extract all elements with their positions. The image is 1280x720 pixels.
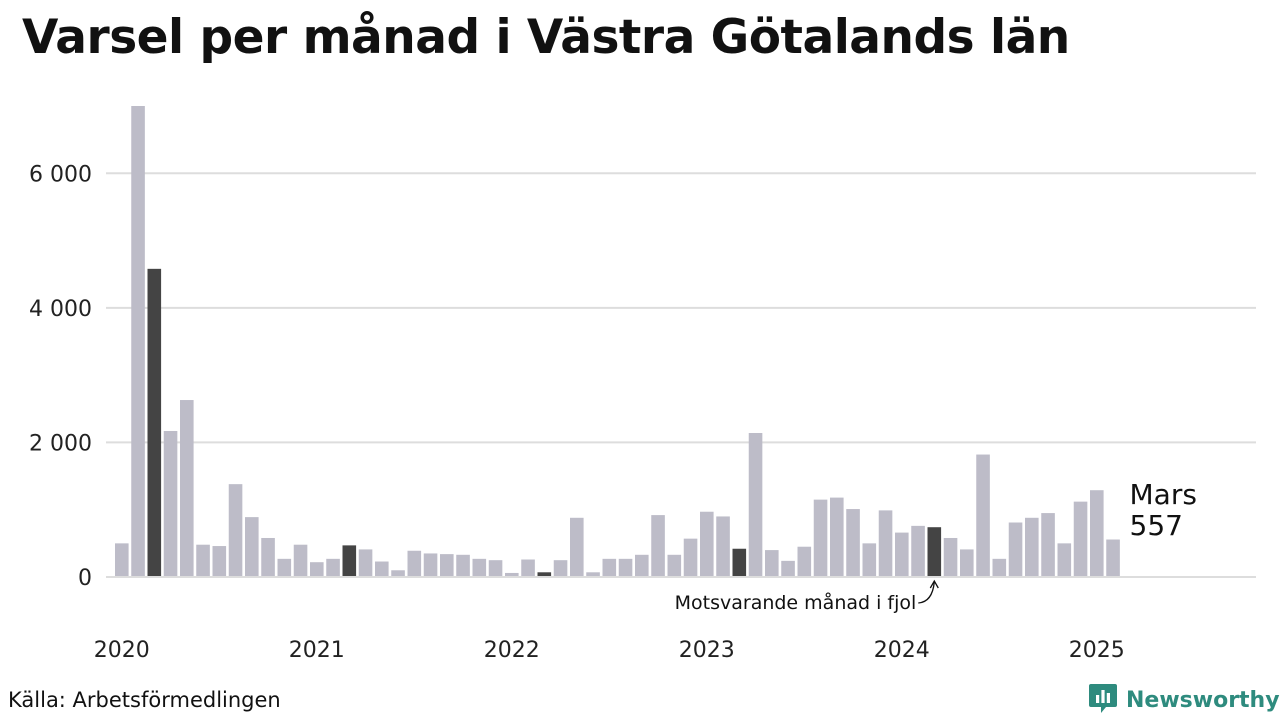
x-tick-label: 2024: [874, 638, 930, 663]
bar-2021-08: [423, 553, 438, 577]
bar-2020-11: [277, 558, 292, 577]
bar-2021-10: [456, 554, 470, 577]
bar-2021-05: [375, 561, 389, 577]
chart-title: Varsel per månad i Västra Götalands län: [22, 10, 1070, 65]
newsworthy-logo-icon: [1088, 681, 1118, 719]
bar-2021-11: [472, 558, 487, 577]
annotation-arrow: [918, 581, 935, 604]
bar-2024-05: [960, 549, 974, 577]
annotation-arrowhead: [929, 579, 939, 589]
bar-2023-03: [732, 548, 747, 577]
bar-2020-07: [212, 546, 227, 577]
bar-2022-03: [537, 572, 552, 577]
bar-2025-02: [1106, 539, 1120, 577]
y-tick-label: 0: [78, 566, 92, 591]
bar-2022-11: [667, 554, 682, 577]
bar-2022-02: [521, 559, 535, 577]
bar-2024-06: [976, 454, 990, 577]
bar-2020-03: [147, 268, 162, 577]
bar-2024-04: [943, 537, 958, 577]
bar-2024-11: [1057, 543, 1072, 577]
current-value-label: 557: [1130, 509, 1183, 542]
bar-2024-08: [1008, 522, 1023, 577]
bar-2024-10: [1041, 513, 1055, 577]
x-tick-label: 2021: [289, 638, 345, 663]
y-tick-label: 6 000: [29, 162, 92, 187]
bar-2021-03: [342, 545, 357, 577]
bar-2021-01: [310, 562, 324, 577]
bars: [115, 106, 1120, 577]
bar-2022-06: [586, 572, 600, 577]
x-tick-label: 2023: [679, 638, 735, 663]
bar-2023-04: [748, 433, 763, 577]
bar-2021-06: [391, 570, 405, 577]
bar-2023-12: [878, 510, 893, 577]
bar-2022-10: [651, 515, 665, 577]
bar-2020-12: [293, 544, 308, 577]
x-tick-label: 2022: [484, 638, 540, 663]
y-tick-label: 4 000: [29, 297, 92, 322]
annotation-text: Motsvarande månad i fjol: [675, 591, 917, 614]
bar-2022-08: [618, 558, 633, 577]
bar-2024-01: [895, 532, 909, 577]
bar-2023-05: [765, 550, 779, 577]
bar-2024-09: [1025, 517, 1039, 577]
bar-2021-07: [407, 550, 422, 577]
bar-2023-07: [797, 546, 812, 577]
bar-2024-12: [1073, 501, 1088, 577]
bar-2022-01: [505, 572, 519, 577]
gridlines: [106, 172, 1256, 444]
brand[interactable]: Newsworthy: [1088, 683, 1280, 717]
bar-2022-09: [635, 554, 649, 577]
bar-2020-10: [261, 537, 275, 577]
bar-2020-08: [228, 484, 243, 577]
bar-2024-02: [911, 525, 925, 577]
y-tick-label: 2 000: [29, 431, 92, 456]
bar-2020-06: [196, 544, 210, 577]
bar-2021-12: [488, 560, 503, 577]
bar-2023-10: [846, 509, 860, 577]
bar-2021-02: [326, 558, 340, 577]
bar-2024-07: [992, 558, 1007, 577]
bar-2025-01: [1090, 490, 1104, 577]
current-month-label: Mars: [1130, 478, 1197, 511]
bar-2023-02: [716, 516, 730, 577]
axes: 0 2 000 4 000 6 000 2020 2021 2022 2023 2024 2025: [29, 162, 1256, 663]
bar-2023-08: [813, 499, 828, 577]
bar-2022-05: [570, 517, 584, 577]
bar-2023-01: [700, 511, 714, 577]
bar-2020-05: [180, 400, 194, 577]
bar-2023-09: [830, 497, 844, 577]
bar-2020-04: [163, 430, 178, 577]
bar-2020-01: [115, 543, 129, 577]
bar-2022-07: [602, 558, 617, 577]
bar-2021-04: [358, 549, 373, 577]
source-note: Källa: Arbetsförmedlingen: [8, 688, 281, 712]
bar-2022-12: [683, 538, 698, 577]
x-tick-label: 2025: [1069, 638, 1125, 663]
bar-2022-04: [553, 560, 568, 577]
brand-name: Newsworthy: [1126, 687, 1280, 713]
x-tick-label: 2020: [94, 638, 150, 663]
bar-2020-02: [131, 106, 145, 577]
bar-2023-06: [781, 560, 795, 577]
bar-2024-03: [927, 527, 942, 577]
bar-2020-09: [245, 517, 259, 577]
bar-2023-11: [862, 543, 877, 577]
bar-2021-09: [440, 554, 454, 577]
